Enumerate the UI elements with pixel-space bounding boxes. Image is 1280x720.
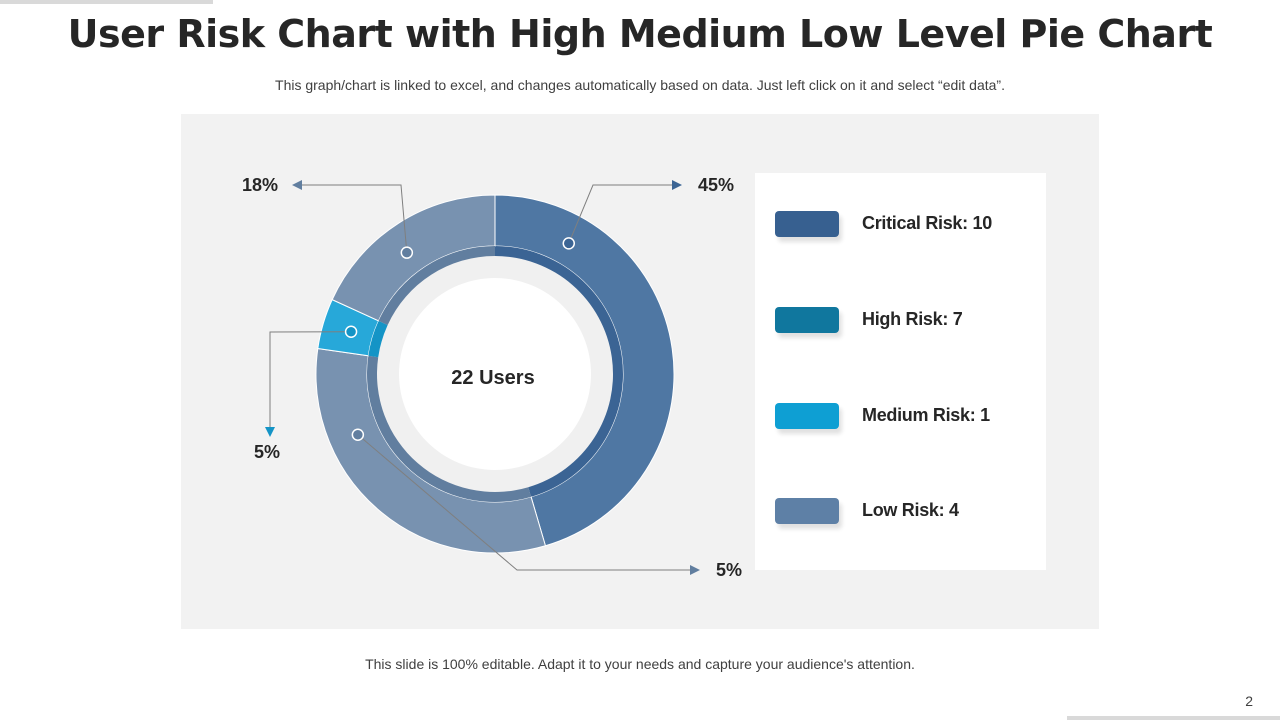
page-number: 2 [1245,693,1253,709]
legend-item-high-risk: High Risk: 7 [755,299,1046,339]
slide-title: User Risk Chart with High Medium Low Lev… [67,12,1213,56]
legend-swatch-high-risk [775,307,839,333]
legend-label-critical-risk: Critical Risk: 10 [862,213,992,233]
leader-arrow-high-risk [690,565,700,575]
legend-swatch-medium-risk [775,403,839,429]
leader-line-high-risk [357,434,690,571]
percent-label-medium-risk: 5% [254,442,280,462]
top-accent-bar [0,0,213,4]
leader-dot-medium-risk [344,325,358,338]
percent-label-critical-risk: 45% [698,175,734,195]
leader-dot-high-risk [351,428,365,441]
legend-item-critical-risk: Critical Risk: 10 [755,203,1046,243]
leader-dot-low-risk [400,246,414,259]
legend-item-medium-risk: Medium Risk: 1 [755,395,1046,435]
bottom-accent-bar [1067,716,1280,720]
leader-dot-critical-risk [562,237,576,250]
percent-label-low-risk: 18% [242,175,278,195]
legend-swatch-low-risk [775,498,839,524]
legend-label-high-risk: High Risk: 7 [862,309,963,329]
donut-center [399,278,591,470]
legend: Critical Risk: 10 High Risk: 7 Medium Ri… [755,173,1046,570]
legend-label-medium-risk: Medium Risk: 1 [862,405,990,425]
leader-arrow-medium-risk [265,427,275,437]
leader-arrow-critical-risk [672,180,682,190]
legend-label-low-risk: Low Risk: 4 [862,500,959,520]
center-label: 22 Users [451,367,534,389]
slide-subtitle: This graph/chart is linked to excel, and… [275,77,1005,93]
slice-accent-high-risk [367,355,532,502]
slice-accent-medium-risk [368,320,388,358]
leader-line-critical-risk [568,184,672,244]
legend-item-low-risk: Low Risk: 4 [755,490,1046,530]
leader-line-low-risk [302,184,408,253]
leader-arrow-low-risk [292,180,302,190]
leader-line-medium-risk [269,331,352,427]
slices-layer [315,194,675,554]
slide-footer: This slide is 100% editable. Adapt it to… [365,656,915,672]
slice-accent-low-risk [378,246,495,325]
legend-swatch-critical-risk [775,211,839,237]
percent-label-high-risk: 5% [716,560,742,580]
callouts-layer: 45% 5% 5% 18% [242,175,742,580]
